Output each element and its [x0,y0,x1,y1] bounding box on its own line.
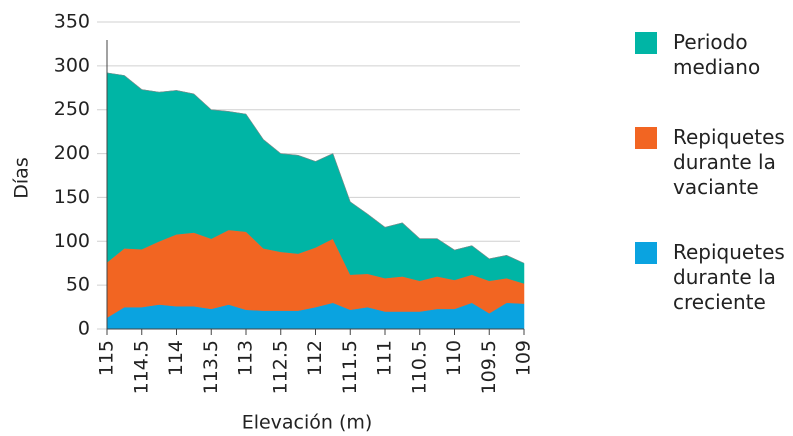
legend-label: Periodo mediano [673,30,761,79]
area-top-edge [106,72,525,264]
x-tick-label: 112.5 [269,340,291,394]
x-tick-label: 110.5 [408,340,430,394]
x-tick-label: 113 [235,340,257,376]
legend-swatch [635,127,657,149]
legend-item: Repiquetes durante la vaciante [635,125,785,200]
x-tick-label: 112 [304,340,326,376]
legend-swatch [635,242,657,264]
legend-swatch [635,32,657,54]
legend-label: Repiquetes durante la creciente [673,240,785,314]
y-tick-label: 100 [54,230,90,252]
x-tick-label: 115 [96,340,118,376]
y-axis-title: Días [11,157,33,198]
x-tick-label: 113.5 [200,340,222,394]
y-tick-label: 250 [54,98,90,120]
y-tick-label: 0 [78,318,90,340]
legend-label: Repiquetes durante la vaciante [673,125,785,199]
x-tick-label: 110 [443,340,465,376]
y-tick-label: 350 [54,11,90,33]
y-tick-label: 150 [54,186,90,208]
x-tick-label: 114.5 [130,340,152,394]
x-tick-label: 114 [165,340,187,376]
legend-item: Repiquetes durante la creciente [635,240,785,315]
x-tick-label: 111 [374,340,396,376]
y-tick-label: 200 [54,142,90,164]
y-tick-label: 50 [66,274,90,296]
x-tick-label: 111.5 [339,340,361,394]
x-tick-label: 109.5 [478,340,500,394]
legend-item: Periodo mediano [635,30,785,80]
y-tick-label: 300 [54,54,90,76]
x-tick-label: 109 [513,340,535,376]
x-axis-title: Elevación (m) [242,412,373,434]
